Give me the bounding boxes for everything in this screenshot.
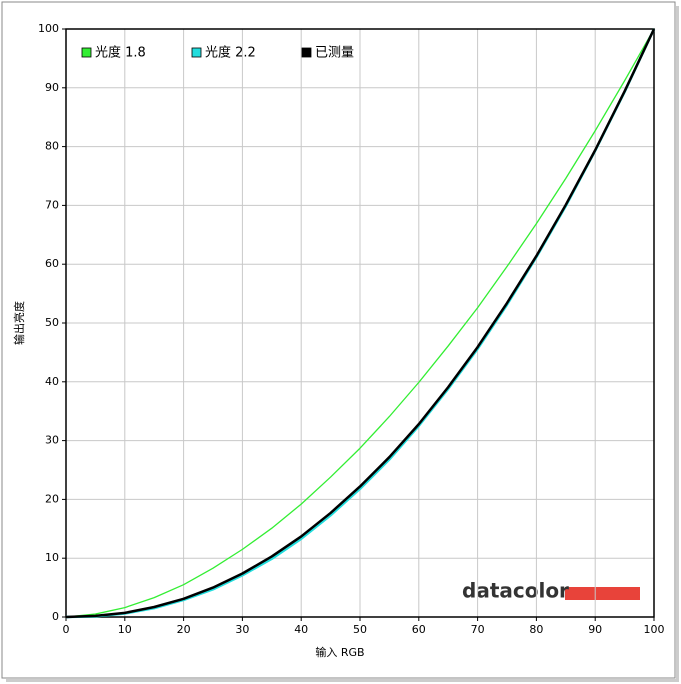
x-tick-label: 60 — [412, 623, 426, 636]
series-line — [65, 28, 655, 618]
x-tick-label: 40 — [294, 623, 308, 636]
y-tick-label: 0 — [52, 610, 59, 623]
y-tick-label: 100 — [38, 22, 59, 35]
legend-swatch — [301, 47, 312, 58]
logo: datacolor — [462, 579, 569, 603]
logo-bar — [565, 587, 640, 600]
x-tick-label: 20 — [177, 623, 191, 636]
x-tick-label: 0 — [63, 623, 70, 636]
y-tick-label: 80 — [45, 140, 59, 153]
y-tick-label: 70 — [45, 198, 59, 211]
legend-swatch — [81, 47, 92, 58]
legend-label: 光度 1.8 — [95, 45, 146, 61]
y-axis-label: 输出亮度 — [12, 301, 26, 345]
frame-shadow — [6, 679, 679, 682]
x-tick-label: 70 — [471, 623, 485, 636]
y-tick-label: 20 — [45, 492, 59, 505]
series-line — [65, 28, 656, 619]
x-tick-label: 80 — [529, 623, 543, 636]
frame-shadow — [676, 6, 679, 680]
x-tick-label: 30 — [235, 623, 249, 636]
plot-border — [65, 28, 655, 618]
y-tick-label: 30 — [45, 434, 59, 447]
y-tick-label: 60 — [45, 257, 59, 270]
legend-label: 已测量 — [315, 46, 354, 61]
x-tick-label: 90 — [588, 623, 602, 636]
x-axis-label: 输入 RGB — [315, 645, 364, 659]
x-tick-label: 10 — [118, 623, 132, 636]
y-tick-label: 10 — [45, 551, 59, 564]
legend-label: 光度 2.2 — [205, 45, 256, 61]
y-tick-label: 50 — [45, 316, 59, 329]
x-tick-label: 100 — [644, 623, 665, 636]
x-tick-label: 50 — [353, 623, 367, 636]
y-tick-label: 90 — [45, 81, 59, 94]
y-tick-label: 40 — [45, 375, 59, 388]
legend-swatch — [191, 47, 202, 58]
